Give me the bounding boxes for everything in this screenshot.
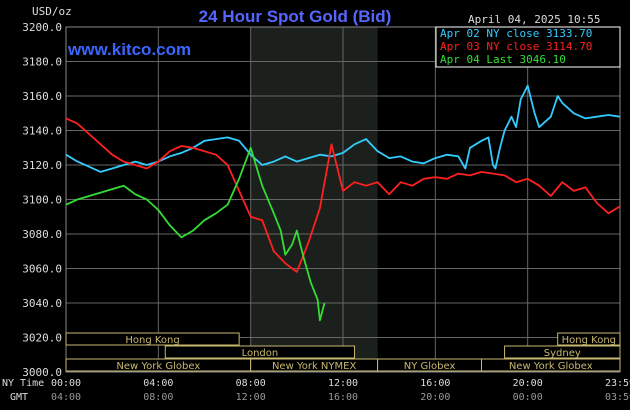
legend-box bbox=[435, 26, 621, 68]
x-tick-label-gmt: 00:00 bbox=[513, 392, 543, 403]
x-tick-label-ny: 23:59 bbox=[605, 378, 630, 389]
session-label: New York Globex bbox=[116, 361, 200, 372]
plot-frame bbox=[65, 26, 621, 373]
session-box bbox=[164, 345, 356, 359]
x-tick-label-ny: 00:00 bbox=[51, 378, 81, 389]
legend-item-apr03: Apr 03 NY close 3114.70 bbox=[440, 40, 592, 53]
x-tick-label-gmt: 20:00 bbox=[420, 392, 450, 403]
y-tick-label: 3020.0 bbox=[22, 332, 62, 345]
watermark-link[interactable]: www.kitco.com bbox=[67, 40, 191, 59]
x-tick-label-gmt: 16:00 bbox=[328, 392, 358, 403]
y-tick-label: 3120.0 bbox=[22, 159, 62, 172]
price-series bbox=[65, 84, 621, 322]
legend: Apr 02 NY close 3133.70 Apr 03 NY close … bbox=[435, 26, 621, 68]
y-tick-label: 3040.0 bbox=[22, 297, 62, 310]
x-tick-label-ny: 12:00 bbox=[328, 378, 358, 389]
session-label: Sydney bbox=[544, 348, 581, 359]
gmt-label: GMT bbox=[10, 392, 28, 403]
y-tick-label: 3060.0 bbox=[22, 263, 62, 276]
session-label: London bbox=[242, 348, 279, 359]
session-box bbox=[65, 332, 240, 346]
session-label: New York NYMEX bbox=[272, 361, 357, 372]
chart-title: 24 Hour Spot Gold (Bid) bbox=[199, 7, 392, 26]
ny-time-label: NY Time bbox=[2, 378, 44, 389]
session-label: New York Globex bbox=[509, 361, 593, 372]
y-tick-label: 3180.0 bbox=[22, 56, 62, 69]
y-tick-label: 3000.0 bbox=[22, 366, 62, 379]
y-tick-labels: 3000.0 3020.0 3040.0 3060.0 3080.0 3100.0 3120… bbox=[22, 21, 62, 379]
session-box bbox=[557, 332, 621, 346]
x-tick-label-ny: 08:00 bbox=[236, 378, 266, 389]
session-label: Hong Kong bbox=[125, 335, 179, 346]
y-tick-label: 3140.0 bbox=[22, 125, 62, 138]
series-line-0 bbox=[65, 84, 621, 173]
x-tick-label-ny: 16:00 bbox=[420, 378, 450, 389]
y-tick-label: 3200.0 bbox=[22, 21, 62, 34]
y-tick-label: 3160.0 bbox=[22, 90, 62, 103]
x-tick-label-gmt: 08:00 bbox=[143, 392, 173, 403]
y-tick-label: 3080.0 bbox=[22, 228, 62, 241]
unit-label: USD/oz bbox=[32, 5, 72, 18]
series-line-2 bbox=[65, 146, 326, 322]
y-tick-label: 3100.0 bbox=[22, 194, 62, 207]
x-tick-label-ny: 20:00 bbox=[513, 378, 543, 389]
grid bbox=[65, 26, 621, 373]
datetime-label: April 04, 2025 10:55 bbox=[468, 13, 600, 26]
series-line-1 bbox=[65, 117, 621, 273]
session-label: Hong Kong bbox=[562, 335, 616, 346]
session-label: NY Globex bbox=[404, 361, 456, 372]
x-tick-label-gmt: 04:00 bbox=[51, 392, 81, 403]
legend-item-apr04: Apr 04 Last 3046.10 bbox=[440, 53, 566, 66]
trading-sessions: Hong Kong London New York Globex New York N… bbox=[65, 332, 621, 372]
x-tick-label-ny: 04:00 bbox=[143, 378, 173, 389]
legend-item-apr02: Apr 02 NY close 3133.70 bbox=[440, 27, 592, 40]
x-tick-label-gmt: 03:59 bbox=[605, 392, 630, 403]
session-box bbox=[481, 358, 621, 372]
x-tick-label-gmt: 12:00 bbox=[236, 392, 266, 403]
x-tick-labels: 00:00 04:00 04:00 08:00 08:00 12:00 12:00 16:00… bbox=[51, 378, 630, 403]
session-box bbox=[504, 345, 621, 359]
